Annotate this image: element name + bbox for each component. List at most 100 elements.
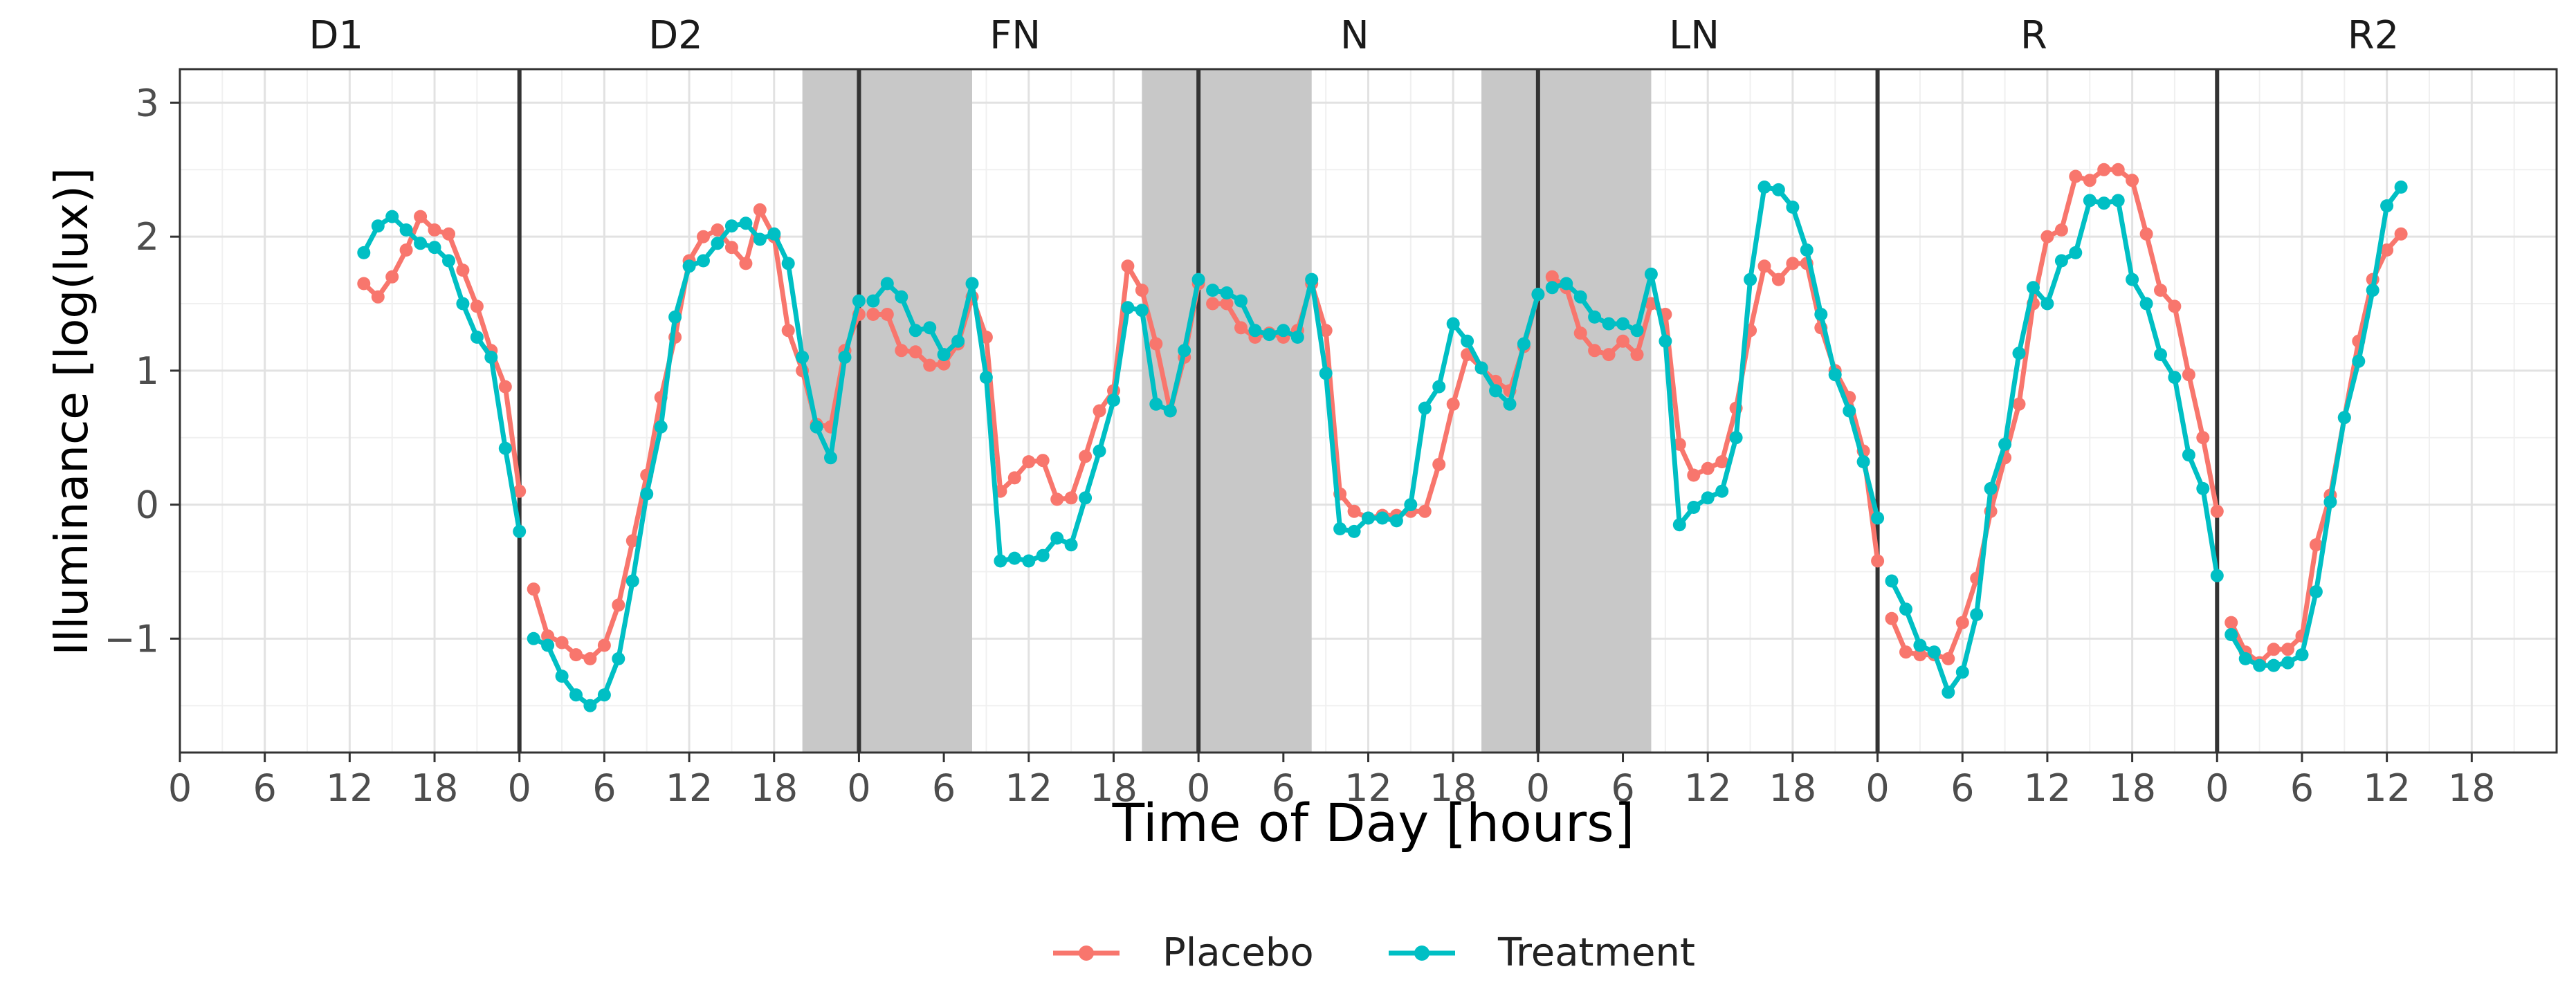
treatment-data-point (1885, 574, 1899, 588)
placebo-data-point (923, 358, 937, 372)
treatment-data-point (796, 351, 810, 364)
treatment-data-point (2210, 569, 2224, 582)
treatment-data-point (541, 638, 555, 652)
placebo-data-point (1064, 491, 1078, 505)
treatment-data-point (2394, 181, 2408, 194)
y-tick-label: −1 (104, 617, 159, 661)
placebo-data-point (711, 223, 724, 237)
treatment-data-point (724, 219, 738, 233)
treatment-data-point (1687, 501, 1701, 514)
x-axis-title: Time of Day [hours] (1112, 792, 1635, 854)
treatment-data-point (513, 524, 527, 538)
treatment-data-point (668, 310, 682, 324)
placebo-data-point (1616, 334, 1629, 348)
legend: Placebo Treatment (1053, 930, 1695, 975)
x-tick-label: 12 (1344, 766, 1392, 810)
treatment-data-point (1489, 384, 1502, 398)
treatment-data-point (923, 321, 937, 335)
treatment-data-point (2352, 354, 2366, 368)
placebo-data-point (1786, 257, 1800, 270)
treatment-data-point (711, 237, 724, 250)
treatment-data-point (1843, 404, 1856, 418)
treatment-data-point (456, 297, 470, 311)
placebo-data-point (739, 257, 753, 270)
treatment-data-point (399, 223, 413, 237)
x-tick-label: 0 (1187, 766, 1210, 810)
placebo-data-point (1007, 471, 1021, 485)
night-shading (859, 69, 972, 753)
placebo-data-point (753, 203, 767, 216)
placebo-data-point (1446, 397, 1460, 411)
treatment-data-point (767, 227, 781, 241)
treatment-data-point (951, 334, 965, 348)
night-shading (1481, 69, 1538, 753)
treatment-data-point (1630, 324, 1644, 338)
treatment-data-point (2139, 297, 2153, 311)
treatment-data-point (2238, 652, 2252, 665)
placebo-data-point (2083, 174, 2097, 187)
treatment-data-point (1277, 324, 1290, 338)
placebo-data-point (937, 357, 951, 371)
placebo-data-point (2139, 227, 2153, 241)
treatment-data-point (654, 420, 668, 434)
x-tick-label: 12 (2363, 766, 2411, 810)
placebo-data-point (1588, 344, 1602, 358)
panel-label: FN (989, 13, 1041, 58)
treatment-data-point (1389, 514, 1403, 528)
x-tick-label: 18 (1769, 766, 1817, 810)
placebo-data-point (2309, 538, 2323, 552)
placebo-data-point (1573, 326, 1587, 340)
treatment-data-point (484, 351, 498, 364)
placebo-data-point (583, 652, 597, 665)
treatment-data-point (1927, 645, 1941, 659)
x-tick-label: 18 (1090, 766, 1138, 810)
treatment-data-point (1305, 273, 1319, 286)
treatment-data-point (1786, 201, 1800, 214)
treatment-data-point (1163, 404, 1177, 418)
night-shading (1198, 69, 1312, 753)
placebo-data-point (1757, 259, 1771, 273)
placebo-data-point (2040, 230, 2054, 243)
placebo-data-point (2380, 243, 2394, 257)
treatment-data-point (697, 254, 710, 268)
legend-treatment-marker (1414, 946, 1429, 961)
placebo-data-point (456, 264, 470, 277)
treatment-data-point (1079, 491, 1093, 505)
placebo-data-point (2069, 169, 2083, 183)
x-tick-label: 0 (168, 766, 192, 810)
treatment-data-point (1560, 277, 1573, 290)
treatment-data-point (555, 670, 569, 683)
treatment-data-point (1545, 281, 1559, 295)
treatment-data-point (2083, 194, 2097, 207)
legend-placebo-label: Placebo (1162, 930, 1314, 975)
placebo-data-point (697, 230, 710, 243)
placebo-data-point (1050, 492, 1064, 506)
placebo-data-point (513, 484, 527, 498)
placebo-data-point (1220, 297, 1234, 311)
x-tick-label: 0 (1865, 766, 1889, 810)
placebo-data-point (555, 636, 569, 649)
placebo-data-point (442, 227, 455, 241)
treatment-data-point (1404, 498, 1418, 512)
treatment-data-point (1517, 337, 1531, 351)
treatment-data-point (1744, 273, 1757, 286)
treatment-data-point (1800, 243, 1814, 257)
treatment-data-point (2253, 658, 2267, 672)
x-tick-label: 12 (2024, 766, 2072, 810)
treatment-data-point (1672, 518, 1686, 532)
placebo-data-point (1079, 450, 1093, 463)
treatment-data-point (739, 216, 753, 230)
placebo-data-point (866, 308, 880, 321)
treatment-data-point (937, 348, 951, 362)
placebo-data-point (2196, 431, 2210, 445)
treatment-data-point (2380, 199, 2394, 213)
placebo-data-point (527, 582, 540, 596)
treatment-data-point (2196, 481, 2210, 495)
treatment-data-point (1220, 286, 1234, 299)
y-tick-label: 3 (136, 81, 159, 124)
placebo-data-point (2168, 299, 2182, 313)
treatment-data-point (1715, 484, 1729, 498)
placebo-data-point (1602, 348, 1616, 362)
treatment-data-point (1814, 308, 1828, 321)
